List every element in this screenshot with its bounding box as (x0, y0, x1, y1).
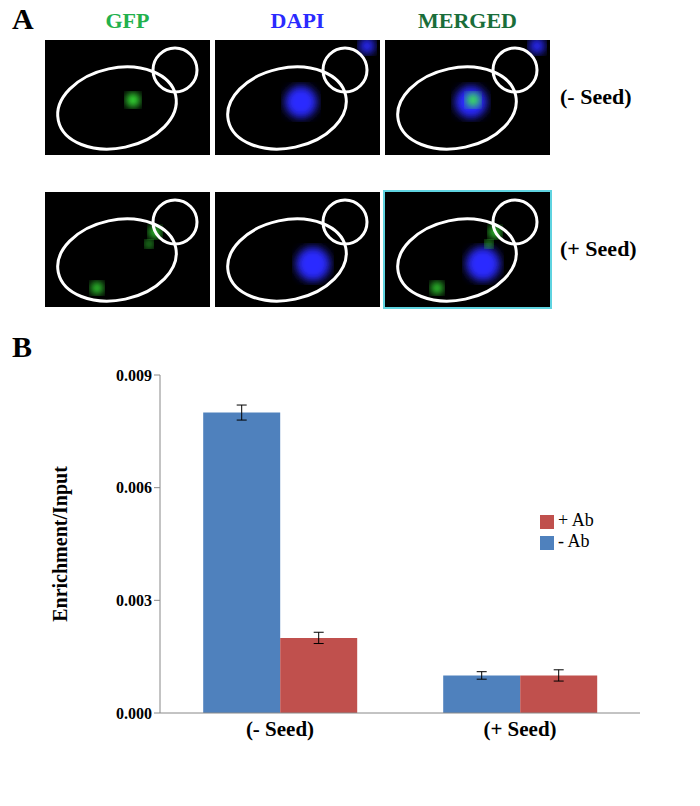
svg-text:Enrichment/Input: Enrichment/Input (49, 466, 72, 622)
svg-text:(- Seed): (- Seed) (246, 717, 314, 741)
html-text:(+ Seed): (+ Seed) (560, 236, 637, 261)
html-text:A: A (12, 2, 34, 35)
html-text:GFP: GFP (105, 8, 150, 33)
svg-text:0.009: 0.009 (116, 367, 152, 384)
svg-text:0.003: 0.003 (116, 592, 152, 609)
html-text:(- Seed): (- Seed) (560, 84, 632, 109)
svg-text:0.000: 0.000 (116, 705, 152, 722)
html-text:+ Ab: + Ab (558, 510, 594, 530)
html-text:B: B (12, 330, 32, 363)
html-text:MERGED: MERGED (418, 8, 517, 33)
html-text:- Ab: - Ab (558, 531, 590, 551)
svg-text:(+ Seed): (+ Seed) (483, 717, 556, 741)
svg-text:0.006: 0.006 (116, 479, 152, 496)
html-text:DAPI: DAPI (270, 8, 325, 33)
